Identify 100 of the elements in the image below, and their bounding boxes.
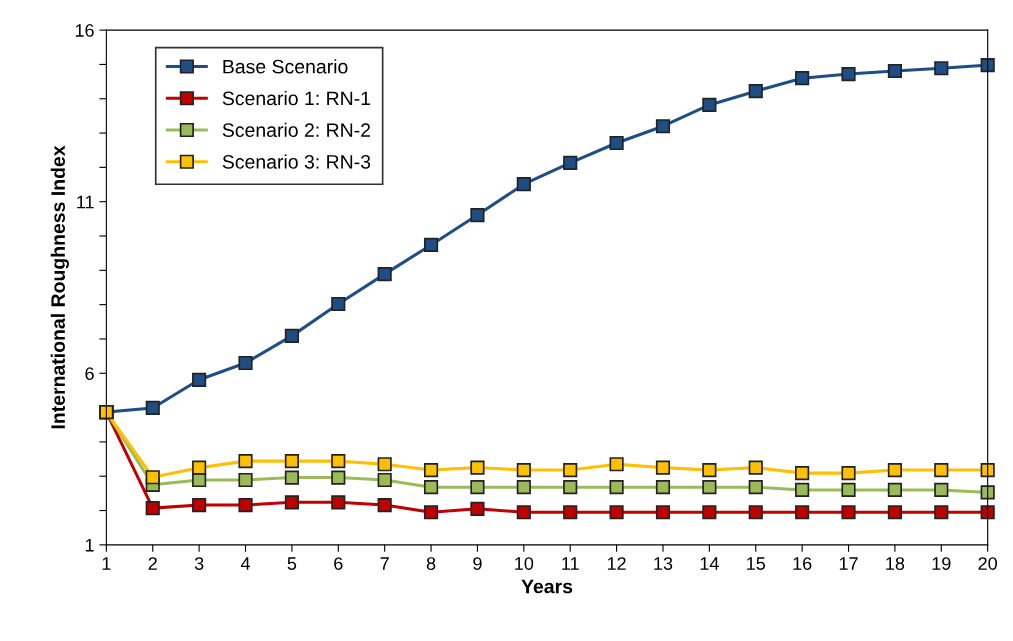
x-tick-label: 18 [886,557,905,570]
point [238,472,253,488]
y-tick-label: 16 [75,24,94,37]
point [331,470,346,485]
point [563,462,578,478]
point [145,501,160,516]
point [609,480,624,495]
point [795,71,810,86]
point [934,61,949,76]
point [563,480,578,495]
x-tick-label: 7 [380,557,389,570]
point [563,155,578,171]
point [563,505,578,520]
point [516,177,531,192]
point [423,480,439,495]
x-tick-label: 6 [334,557,343,570]
x-tick-label: 2 [148,557,157,570]
x-tick-label: 11 [562,557,579,570]
point [795,466,810,481]
x-tick-label: 8 [426,557,436,570]
point [192,372,207,387]
point [609,505,624,520]
x-tick-label: 10 [515,557,534,570]
point [284,454,299,469]
point [423,237,439,253]
point [377,497,392,513]
point [887,505,902,520]
point [238,454,253,469]
y-tick-label: 1 [85,538,94,552]
x-tick-label: 19 [932,557,951,570]
point [702,480,717,495]
point [841,466,856,481]
point [516,480,531,495]
x-tick-label: 1 [102,557,111,570]
point [145,470,160,485]
x-tick-label: 4 [240,557,251,570]
point [887,63,902,79]
point [192,460,207,475]
y-axis-title: International Roughness Index [50,145,69,429]
point [934,505,949,520]
point [331,454,346,469]
point [655,119,671,134]
point [702,505,717,520]
point [980,462,995,478]
point [377,267,392,282]
point [377,472,392,488]
y-tick-label: 11 [77,195,94,209]
point [331,296,346,312]
y-tick-label: 6 [85,367,94,380]
x-tick-label: 14 [700,557,719,570]
point [192,497,207,513]
x-tick-label: 20 [978,557,998,570]
x-tick-label: 16 [793,557,812,570]
point [887,482,902,498]
point [841,66,856,82]
point [284,495,299,510]
point [702,462,717,478]
legend-label: Scenario 2: RN-2 [222,122,371,137]
point [980,58,995,73]
legend-label: Base Scenario [223,59,348,74]
x-tick-label: 13 [654,557,673,570]
point [516,505,531,520]
x-tick-label: 17 [839,557,858,570]
point [516,462,531,478]
point [702,97,717,113]
point [609,135,624,151]
point [887,462,902,478]
point [470,460,485,475]
legend-label: Scenario 1: RN-1 [222,90,371,106]
legend-label: Scenario 3: RN-3 [222,154,371,169]
x-axis-title: Years [521,579,573,594]
point [655,460,671,475]
point [980,485,995,500]
point [748,84,763,99]
point [470,207,485,223]
x-tick-label: 12 [607,557,626,570]
point [284,328,299,343]
point [934,462,949,478]
point [934,482,949,498]
x-tick-label: 5 [287,557,297,570]
point [748,480,763,495]
point [331,495,346,510]
point [795,482,810,498]
point [238,497,253,513]
point [748,505,763,520]
point [841,482,856,498]
x-tick-label: 9 [473,557,482,570]
x-tick-label: 15 [747,557,766,570]
point [841,505,856,520]
point [795,505,810,520]
point [145,400,160,416]
point [655,505,671,520]
point [423,462,439,478]
point [238,355,253,371]
point [284,470,299,485]
x-tick-label: 3 [194,557,204,570]
point [470,480,485,495]
point [609,457,624,472]
point [655,480,671,495]
point [470,501,485,516]
